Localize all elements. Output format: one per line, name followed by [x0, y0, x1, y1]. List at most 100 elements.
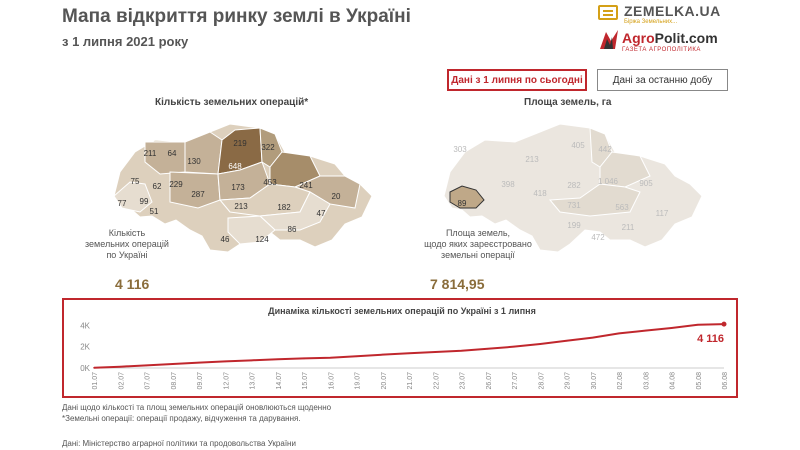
left-region-value: 130 [187, 157, 201, 166]
right-region-value: 418 [533, 189, 547, 198]
y-tick-label: 4K [80, 321, 90, 330]
left-region-value: 77 [118, 199, 127, 208]
data-point [224, 360, 227, 363]
x-tick-label: 04.08 [670, 372, 677, 390]
x-tick-label: 09.07 [197, 372, 204, 390]
x-tick-label: 06.08 [722, 372, 729, 390]
footnote-definition: *Земельні операції: операції продажу, ві… [62, 414, 301, 423]
x-tick-label: 02.08 [617, 372, 624, 390]
right-region-value: 199 [567, 221, 581, 230]
data-point [198, 361, 200, 364]
left-region-value: 86 [288, 225, 297, 234]
x-tick-label: 07.07 [145, 372, 152, 390]
data-point [408, 352, 410, 355]
left-region-value: 51 [150, 207, 159, 216]
data-point [460, 349, 463, 352]
left-region-value: 229 [169, 180, 183, 189]
area-map-heading: Площа земель, га [524, 97, 612, 108]
right-highlight-value: 89 [458, 199, 467, 208]
left-region-value: 46 [221, 235, 230, 244]
right-region-value: 905 [639, 179, 653, 188]
right-region-value: 1 046 [598, 177, 619, 186]
operations-caption: Кількість земельних операцій по Україні [85, 228, 169, 260]
left-region-value: 453 [263, 178, 277, 187]
page-subtitle: з 1 липня 2021 року [62, 34, 189, 49]
agropolit-logo-icon [600, 30, 618, 49]
right-region-value: 211 [622, 223, 635, 232]
left-region-value: 20 [332, 192, 341, 201]
data-point [171, 363, 174, 365]
x-tick-label: 14.07 [276, 372, 283, 390]
since-july-button[interactable]: Дані з 1 липня по сьогодні [447, 69, 587, 91]
x-tick-label: 02.07 [118, 372, 125, 390]
data-source: Дані: Міністерство аграрної політики та … [62, 439, 296, 448]
data-point [618, 332, 620, 335]
data-point [381, 353, 384, 356]
right-region-value: 398 [501, 180, 515, 189]
agropolit-logo-name: AgroPolit.com [622, 30, 718, 46]
right-region-value: 213 [525, 155, 539, 164]
area-map: 303 213 405 442 398 418 282 1 046 905 73… [443, 123, 703, 253]
x-tick-label: 01.07 [92, 372, 99, 390]
page-title: Мапа відкриття ринку землі в Україні [62, 6, 411, 27]
data-point [696, 324, 699, 326]
right-region-value: 563 [615, 203, 629, 212]
right-region-value: 731 [567, 201, 581, 210]
data-point [355, 355, 358, 358]
x-tick-label: 20.07 [381, 372, 388, 390]
x-tick-label: 03.08 [643, 372, 650, 390]
data-point [644, 329, 647, 332]
left-region-value: 648 [228, 162, 242, 171]
right-region-value: 117 [656, 209, 669, 218]
right-region-value: 442 [598, 145, 612, 154]
left-region-value: 213 [234, 202, 248, 211]
footnote-update: Дані щодо кількості та площ земельних оп… [62, 403, 332, 412]
data-point [539, 343, 542, 345]
x-tick-label: 21.07 [407, 372, 414, 390]
x-tick-label: 05.08 [696, 372, 703, 390]
footnotes: Дані щодо кількості та площ земельних оп… [62, 402, 331, 424]
left-region-value: 64 [168, 149, 177, 158]
left-region-value: 75 [131, 177, 140, 186]
area-caption: Площа земель, щодо яких зареєстровано зе… [424, 228, 532, 260]
data-point [93, 366, 95, 369]
x-tick-label: 26.07 [486, 372, 493, 390]
x-tick-label: 30.07 [591, 372, 598, 390]
x-tick-label: 28.07 [538, 372, 545, 390]
left-region-value: 99 [140, 197, 149, 206]
area-total: 7 814,95 [430, 276, 485, 292]
data-point [276, 358, 279, 361]
data-point [145, 364, 148, 367]
data-point [329, 356, 332, 359]
data-point [565, 340, 568, 342]
operations-map-heading: Кількість земельних операцій* [155, 97, 309, 108]
x-tick-label: 13.07 [250, 372, 257, 390]
x-tick-label: 16.07 [328, 372, 335, 390]
zemelka-logo-icon [598, 5, 618, 20]
series-line [93, 323, 725, 369]
last-day-button[interactable]: Дані за останню добу [597, 69, 728, 91]
data-point [250, 359, 253, 362]
zemelka-logo[interactable]: ZEMELKA.UA Біржа Земельних... [598, 3, 723, 27]
left-region-value: 219 [233, 139, 247, 148]
left-region-value: 241 [299, 181, 313, 190]
x-tick-label: 29.07 [565, 372, 572, 390]
left-region-value: 322 [261, 143, 275, 152]
agropolit-logo[interactable]: AgroPolit.com ГАЗЕТА АГРОПОЛІТИКА [598, 29, 728, 55]
right-region-value: 472 [591, 233, 605, 242]
x-tick-label: 23.07 [460, 372, 467, 390]
left-region-value: 173 [231, 183, 245, 192]
data-point [434, 351, 437, 353]
dynamics-panel: Динаміка кількості земельних операцій по… [62, 298, 738, 398]
zemelka-logo-name: ZEMELKA.UA [624, 3, 721, 19]
data-point [721, 321, 727, 327]
operations-map: 211 64 130 648 219 322 75 62 229 287 173… [113, 123, 373, 253]
y-tick-label: 2K [80, 343, 90, 352]
y-tick-label: 0K [80, 364, 90, 373]
last-value-label: 4 116 [697, 333, 724, 345]
data-point [591, 336, 594, 339]
left-region-value: 287 [191, 190, 205, 199]
x-tick-label: 19.07 [355, 372, 362, 390]
x-tick-label: 27.07 [512, 372, 519, 390]
